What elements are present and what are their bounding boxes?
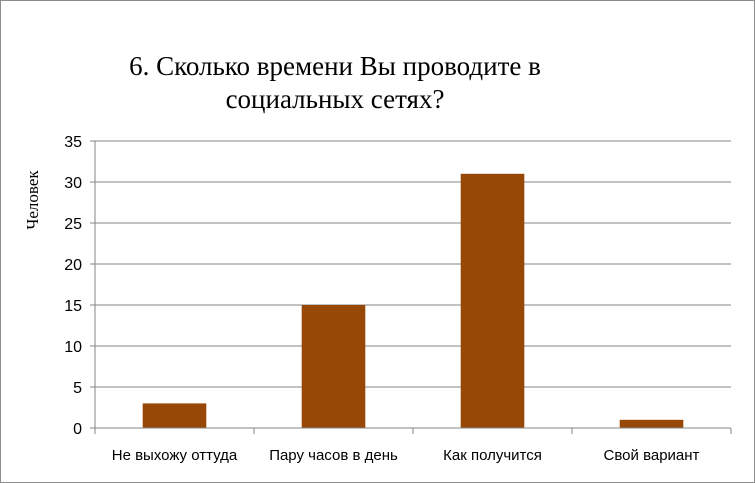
y-tick-label: 20 <box>64 257 82 274</box>
bar <box>619 419 684 428</box>
chart-title: 6. Сколько времени Вы проводите в социал… <box>40 50 630 116</box>
x-category-label: Пару часов в день <box>269 447 398 464</box>
y-tick-label: 25 <box>64 216 82 233</box>
x-category-label: Свой вариант <box>604 447 700 464</box>
y-tick-label: 35 <box>64 134 82 151</box>
bar <box>142 403 207 428</box>
x-category-labels: Не выхожу оттуда Пару часов в день Как пол… <box>112 447 700 464</box>
y-tick-label: 30 <box>64 175 82 192</box>
y-tick-label: 5 <box>73 380 82 397</box>
x-category-label: Не выхожу оттуда <box>112 447 238 464</box>
y-tick-label: 0 <box>73 421 82 438</box>
y-tick-label: 10 <box>64 339 82 356</box>
y-tick-label: 15 <box>64 298 82 315</box>
y-tick-labels: 0 5 10 15 20 25 30 35 <box>64 134 82 438</box>
gridlines <box>95 140 731 388</box>
x-category-label: Как получится <box>443 447 542 464</box>
bars <box>142 173 684 428</box>
bar <box>301 305 366 428</box>
chart-title-line-2: социальных сетях? <box>225 84 445 114</box>
chart-title-line-1: 6. Сколько времени Вы проводите в <box>129 51 541 81</box>
bar <box>460 173 525 428</box>
axes <box>90 140 732 434</box>
